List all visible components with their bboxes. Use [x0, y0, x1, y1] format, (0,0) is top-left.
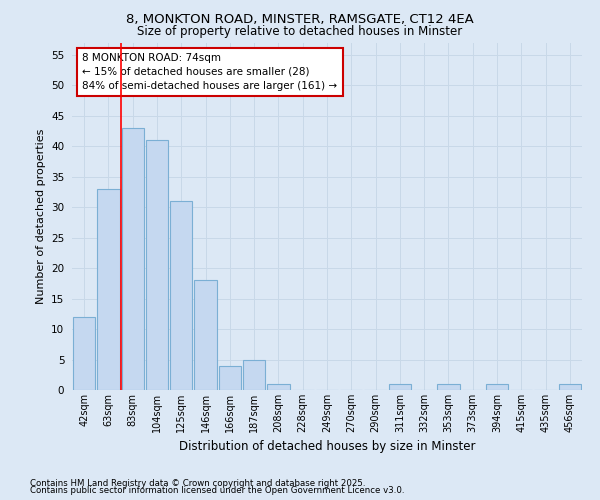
Bar: [170, 201, 193, 390]
Bar: [437, 384, 460, 390]
Bar: [73, 317, 95, 390]
Bar: [243, 360, 265, 390]
Bar: [194, 280, 217, 390]
Bar: [218, 366, 241, 390]
Bar: [389, 384, 411, 390]
Text: 8 MONKTON ROAD: 74sqm
← 15% of detached houses are smaller (28)
84% of semi-deta: 8 MONKTON ROAD: 74sqm ← 15% of detached …: [82, 53, 337, 91]
Text: Size of property relative to detached houses in Minster: Size of property relative to detached ho…: [137, 25, 463, 38]
Bar: [146, 140, 168, 390]
Y-axis label: Number of detached properties: Number of detached properties: [35, 128, 46, 304]
Text: Contains HM Land Registry data © Crown copyright and database right 2025.: Contains HM Land Registry data © Crown c…: [30, 478, 365, 488]
Text: 8, MONKTON ROAD, MINSTER, RAMSGATE, CT12 4EA: 8, MONKTON ROAD, MINSTER, RAMSGATE, CT12…: [126, 12, 474, 26]
Bar: [267, 384, 290, 390]
Bar: [486, 384, 508, 390]
X-axis label: Distribution of detached houses by size in Minster: Distribution of detached houses by size …: [179, 440, 475, 454]
Bar: [122, 128, 144, 390]
Bar: [97, 189, 119, 390]
Bar: [559, 384, 581, 390]
Text: Contains public sector information licensed under the Open Government Licence v3: Contains public sector information licen…: [30, 486, 404, 495]
